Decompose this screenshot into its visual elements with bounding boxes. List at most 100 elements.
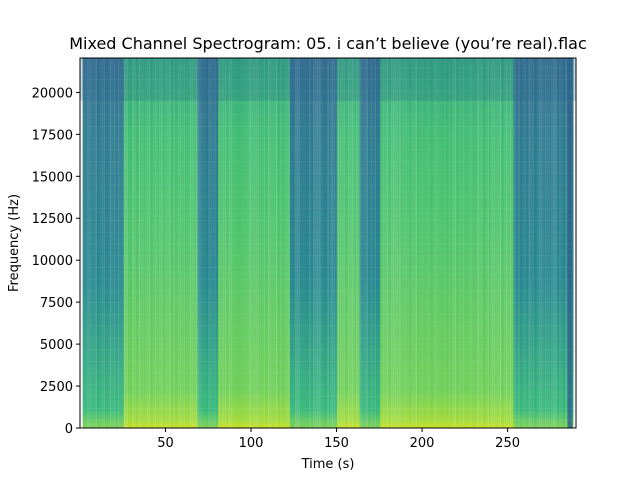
spectrogram-strip — [154, 58, 157, 428]
spectrogram-strip — [265, 58, 268, 428]
harmonic-band — [82, 102, 573, 104]
spectrogram-strip — [304, 58, 307, 428]
spectrogram-strip — [105, 58, 108, 428]
spectrogram-strip — [131, 58, 135, 428]
spectrogram-strip — [427, 58, 430, 428]
y-tick-label: 15000 — [32, 170, 73, 185]
spectrogram-strip — [111, 58, 114, 428]
spectrogram-strip — [511, 58, 515, 428]
spectrogram-strip — [507, 58, 510, 428]
spectrogram-strip — [170, 58, 174, 428]
spectrogram-strip — [484, 58, 488, 428]
spectrogram-strip — [423, 58, 426, 428]
harmonic-band — [82, 78, 573, 80]
y-tick-label: 20000 — [32, 86, 73, 101]
spectrogram-strip — [240, 58, 244, 428]
harmonic-band — [82, 114, 573, 116]
spectrogram-strip — [226, 58, 229, 428]
spectrogram-strip — [248, 58, 252, 428]
spectrogram-strip — [166, 58, 170, 428]
spectrogram-end-edge — [567, 58, 573, 428]
spectrogram-strip — [406, 58, 410, 428]
spectrogram-strip — [560, 58, 564, 428]
spectrogram-strip — [103, 58, 106, 428]
spectrogram-strip — [341, 58, 344, 428]
spectrogram-strip — [558, 58, 562, 428]
x-tick-label: 200 — [410, 436, 435, 451]
x-tick-label: 150 — [324, 436, 349, 451]
spectrogram-strip — [209, 58, 213, 428]
spectrogram-strip — [353, 58, 357, 428]
spectrogram-strip — [314, 58, 318, 428]
spectrogram-strip — [94, 58, 98, 428]
spectrogram-strip — [156, 58, 159, 428]
harmonic-band — [82, 360, 573, 362]
spectrogram-strip — [296, 58, 299, 428]
spectrogram-strip — [191, 58, 194, 428]
spectrogram-strip — [107, 58, 110, 428]
spectrogram-strip — [90, 58, 94, 428]
spectrogram-strip — [374, 58, 377, 428]
spectrogram-strip — [525, 58, 529, 428]
harmonic-band — [82, 184, 573, 186]
spectrogram-strip — [491, 58, 494, 428]
spectrogram-strip — [351, 58, 354, 428]
spectrogram-strip — [324, 58, 328, 428]
spectrogram-strip — [523, 58, 527, 428]
spectrogram-strip — [548, 58, 552, 428]
chart-title: Mixed Channel Spectrogram: 05. i can’t b… — [69, 34, 587, 53]
spectrogram-strip — [392, 58, 396, 428]
spectrogram-strip — [197, 58, 201, 428]
harmonic-band — [82, 349, 573, 351]
spectrogram-strip — [215, 58, 219, 428]
spectrogram-strip — [220, 58, 223, 428]
harmonic-band — [82, 372, 573, 374]
spectrogram-strip — [289, 58, 293, 428]
spectrogram-strip — [254, 58, 258, 428]
spectrogram-strip — [86, 58, 90, 428]
y-tick-label: 0 — [65, 422, 73, 437]
spectrogram-strip — [234, 58, 237, 428]
spectrogram-strip — [332, 58, 336, 428]
spectrogram-strip — [544, 58, 547, 428]
spectrogram-strip — [267, 58, 270, 428]
spectrogram-strip — [119, 58, 123, 428]
spectrogram-strip — [359, 58, 363, 428]
spectrogram-strip — [542, 58, 545, 428]
spectrogram-strip — [521, 58, 525, 428]
spectrogram-strip — [538, 58, 541, 428]
x-tick-label: 250 — [495, 436, 520, 451]
spectrogram-strip — [497, 58, 500, 428]
spectrogram-strip — [495, 58, 498, 428]
spectrogram-strip — [273, 58, 276, 428]
spectrogram-strip — [371, 58, 375, 428]
spectrogram-strip — [115, 58, 118, 428]
spectrogram-strip — [279, 58, 283, 428]
spectrogram-strip — [302, 58, 305, 428]
spectrogram-strip — [458, 58, 461, 428]
spectrogram-strip — [478, 58, 482, 428]
spectrogram-strip — [337, 58, 340, 428]
spectrogram-strip — [322, 58, 326, 428]
spectrogram-strip — [125, 58, 129, 428]
spectrogram-strip — [503, 58, 506, 428]
spectrogram-strip — [287, 58, 291, 428]
spectrogram-strip — [168, 58, 172, 428]
spectrogram-strip — [552, 58, 556, 428]
spectrogram-strip — [88, 58, 92, 428]
spectrogram-strip — [361, 58, 365, 428]
harmonic-band — [82, 255, 573, 257]
x-axis-ticks: 50 100 150 200 250 — [157, 428, 520, 451]
spectrogram-strip — [224, 58, 227, 428]
spectrogram-strip — [158, 58, 162, 428]
harmonic-band — [82, 231, 573, 233]
harmonic-band — [82, 266, 573, 268]
spectrogram-strip — [435, 58, 439, 428]
spectrogram-strip — [384, 58, 387, 428]
spectrogram-strip — [365, 58, 369, 428]
spectrogram-strip — [312, 58, 315, 428]
spectrogram-strip — [257, 58, 260, 428]
spectrogram-strip — [98, 58, 102, 428]
spectrogram-strip — [355, 58, 359, 428]
spectrogram-strip — [404, 58, 408, 428]
